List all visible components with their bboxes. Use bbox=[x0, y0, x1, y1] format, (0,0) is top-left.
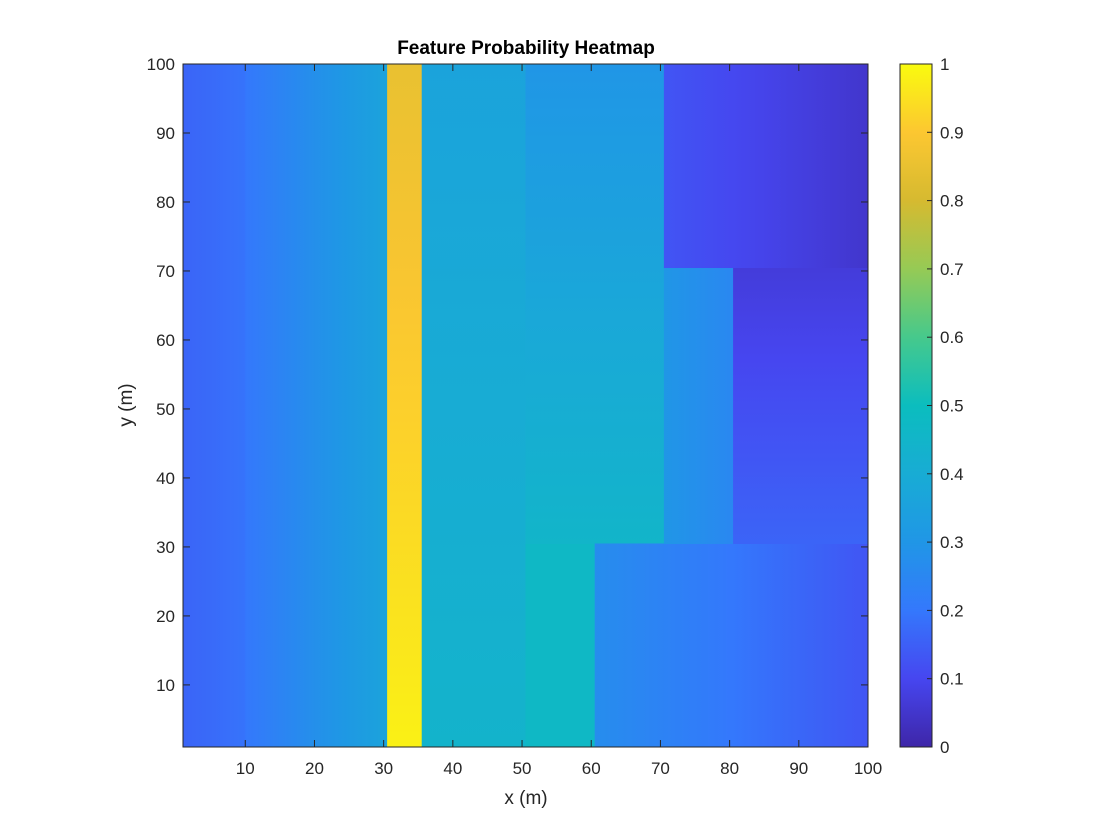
x-tick-label: 50 bbox=[513, 759, 532, 778]
y-tick-label: 20 bbox=[156, 607, 175, 626]
heatmap-cell bbox=[525, 543, 596, 748]
x-tick-label: 60 bbox=[582, 759, 601, 778]
x-tick-label: 20 bbox=[305, 759, 324, 778]
y-tick-label: 90 bbox=[156, 124, 175, 143]
y-tick-label: 50 bbox=[156, 400, 175, 419]
heatmap-cell bbox=[594, 543, 869, 748]
y-tick-label: 100 bbox=[147, 55, 175, 74]
colorbar-tick-label: 0.9 bbox=[940, 123, 964, 142]
colorbar-tick-label: 0 bbox=[940, 738, 949, 757]
colorbar-tick-label: 1 bbox=[940, 55, 949, 74]
x-tick-label: 40 bbox=[443, 759, 462, 778]
y-tick-label: 30 bbox=[156, 538, 175, 557]
chart-title: Feature Probability Heatmap bbox=[397, 38, 655, 59]
heatmap-cell bbox=[245, 64, 388, 748]
heatmap-cell bbox=[525, 64, 665, 544]
plot-frame bbox=[182, 63, 869, 748]
heatmap-cell bbox=[663, 267, 734, 544]
heatmap-cell bbox=[663, 64, 869, 269]
heatmap-plot-area bbox=[183, 64, 869, 748]
x-tick-label: 100 bbox=[854, 759, 882, 778]
heatmap-cell bbox=[183, 64, 246, 748]
y-tick-label: 80 bbox=[156, 193, 175, 212]
x-tick-label: 80 bbox=[720, 759, 739, 778]
heatmap-cell bbox=[387, 64, 423, 748]
y-axis-label: y (m) bbox=[116, 383, 137, 426]
colorbar-tick-label: 0.2 bbox=[940, 601, 964, 620]
colorbar-tick-label: 0.4 bbox=[940, 465, 964, 484]
y-tick-label: 40 bbox=[156, 469, 175, 488]
colorbar-tick-label: 0.6 bbox=[940, 328, 964, 347]
colorbar-tick-label: 0.7 bbox=[940, 260, 964, 279]
x-axis-label: x (m) bbox=[504, 788, 547, 809]
heatmap-cell bbox=[733, 267, 869, 544]
colorbar-gradient bbox=[899, 63, 933, 748]
y-tick-label: 70 bbox=[156, 262, 175, 281]
colorbar: 0 0.1 0.2 0.3 0.4 0.5 0.6 0.7 0.8 0.9 1 bbox=[899, 55, 964, 757]
colorbar-tick-label: 0.5 bbox=[940, 397, 964, 416]
x-tick-label: 10 bbox=[236, 759, 255, 778]
colorbar-tick-label: 0.8 bbox=[940, 192, 964, 211]
heatmap-cell bbox=[421, 64, 526, 748]
y-tick-label: 10 bbox=[156, 676, 175, 695]
x-axis: 10 20 30 40 50 60 70 80 90 100 bbox=[236, 64, 882, 778]
y-tick-label: 60 bbox=[156, 331, 175, 350]
colorbar-tick-label: 0.1 bbox=[940, 670, 964, 689]
y-axis: 10 20 30 40 50 60 70 80 90 100 bbox=[147, 55, 868, 695]
x-tick-label: 90 bbox=[789, 759, 808, 778]
x-tick-label: 30 bbox=[374, 759, 393, 778]
colorbar-tick-label: 0.3 bbox=[940, 533, 964, 552]
x-tick-label: 70 bbox=[651, 759, 670, 778]
